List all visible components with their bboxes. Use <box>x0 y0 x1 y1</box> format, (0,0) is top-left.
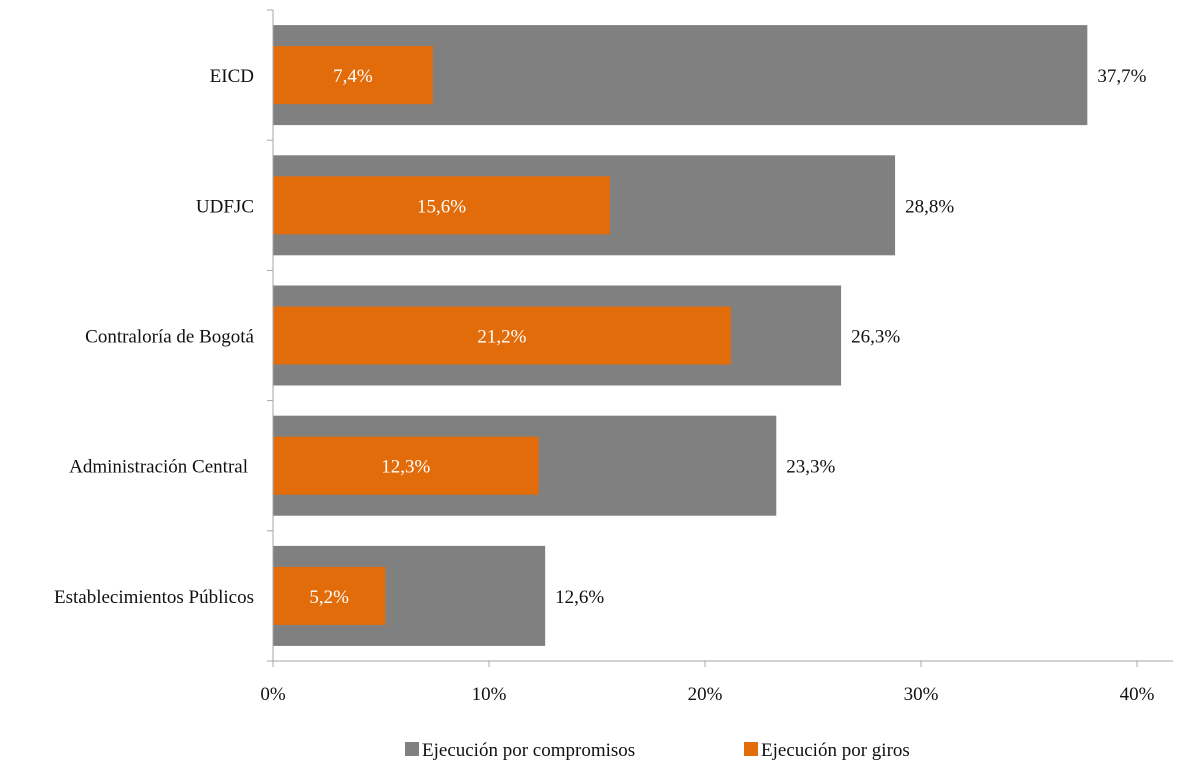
data-label-compromisos-udfjc: 28,8% <box>905 196 954 217</box>
bar-giros-contraloria-de-bogota <box>273 306 731 365</box>
bar-giros-udfjc <box>273 176 610 235</box>
legend-swatch-compromisos <box>405 742 419 756</box>
data-label-giros-udfjc: 15,6% <box>417 196 466 217</box>
x-tick-label: 20% <box>688 684 723 705</box>
bar-giros-administracion-central <box>273 436 539 495</box>
data-label-giros-administracion-central: 12,3% <box>381 457 430 478</box>
data-label-compromisos-eicd: 37,7% <box>1097 66 1146 87</box>
labels: 37,7% 7,4% EICD 28,8% 15,6% UDFJC 26,3% 21,2% Co… <box>54 66 1155 705</box>
category-label-contraloria-de-bogota: Contraloría de Bogotá <box>85 327 254 348</box>
bars <box>273 25 1088 646</box>
category-label-administracion-central: Administración Central <box>69 457 248 478</box>
axes <box>267 9 1173 667</box>
bar-giros-eicd <box>273 46 433 105</box>
x-tick-label: 40% <box>1120 684 1155 705</box>
legend-label-giros: Ejecución por giros <box>761 740 910 761</box>
x-tick-label: 0% <box>260 684 286 705</box>
data-label-giros-establecimientos-publicos: 5,2% <box>309 587 349 608</box>
bar-giros-establecimientos-publicos <box>273 566 386 625</box>
category-label-establecimientos-publicos: Establecimientos Públicos <box>54 587 254 608</box>
x-tick-label: 30% <box>904 684 939 705</box>
data-label-compromisos-establecimientos-publicos: 12,6% <box>555 587 604 608</box>
legend-swatch-giros <box>744 742 758 756</box>
data-label-compromisos-administracion-central: 23,3% <box>786 457 835 478</box>
data-label-compromisos-contraloria-de-bogota: 26,3% <box>851 327 900 348</box>
category-label-eicd: EICD <box>210 66 254 87</box>
data-label-giros-contraloria-de-bogota: 21,2% <box>477 327 526 348</box>
data-label-giros-eicd: 7,4% <box>333 66 373 87</box>
legend: Ejecución por compromisos Ejecución por … <box>405 740 910 761</box>
category-label-udfjc: UDFJC <box>196 196 254 217</box>
x-tick-label: 10% <box>472 684 507 705</box>
legend-label-compromisos: Ejecución por compromisos <box>422 740 635 761</box>
